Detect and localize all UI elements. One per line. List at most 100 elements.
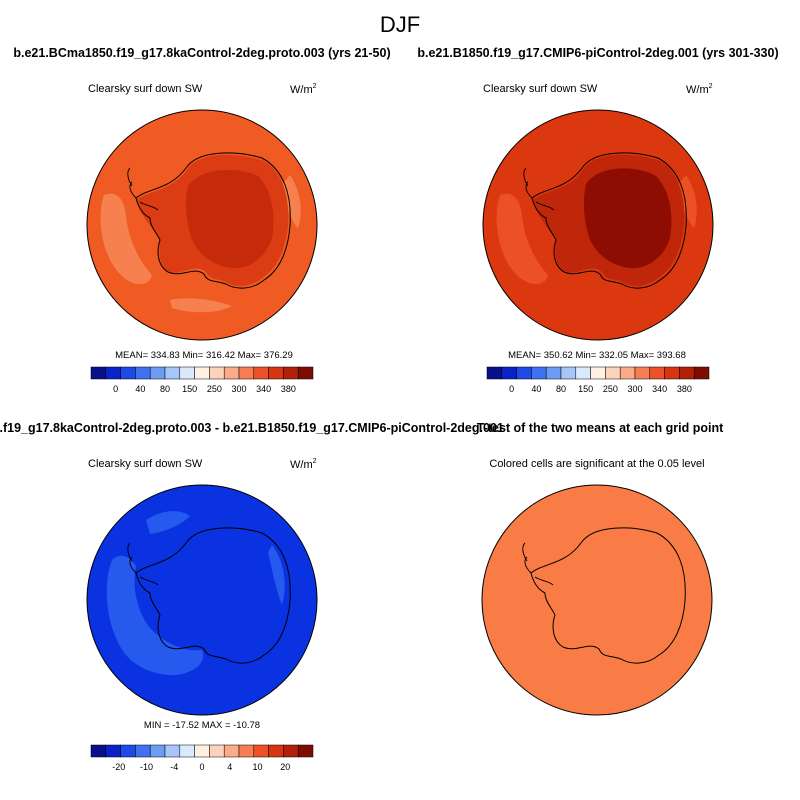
panel-3-variable-label: Clearsky surf down SW [88,458,203,470]
panel-4-antarctica-coastline [530,527,686,664]
colorbar-tick-label: 0 [509,384,514,394]
panel-2-antarctica-interior-field [583,168,672,269]
panel-1-map [86,109,318,341]
panel-3-stats: MIN = -17.52 MAX = -10.78 [144,720,260,731]
colorbar-box [649,366,665,380]
colorbar-tick-label: 20 [280,762,290,772]
colorbar-tick-label: 300 [231,384,246,394]
colorbar-tick-label: 250 [207,384,222,394]
colorbar-box [297,366,314,380]
colorbar-box [209,744,225,758]
panel-3-map-border [86,484,318,716]
colorbar-tick-label: -10 [140,762,153,772]
colorbar-box [179,744,195,758]
colorbar-box [90,744,107,758]
colorbar-box [135,744,151,758]
colorbar-tick-label: 340 [652,384,667,394]
panel-1-units-sup: 2 [313,83,317,90]
colorbar-box [283,366,299,380]
colorbar-box [90,366,107,380]
colorbar-tick-label: 340 [256,384,271,394]
panel-4-title: T-test of the two means at each grid poi… [477,421,724,435]
colorbar-box [105,744,121,758]
panel-1-light-band-north [170,298,232,313]
panel-3-units: W/m2 [290,458,317,471]
colorbar-box [149,366,166,380]
colorbar-tick-label: 80 [160,384,170,394]
colorbar-tick-label: 40 [531,384,541,394]
panel-1: b.e21.BCma1850.f19_g17.8kaControl-2deg.p… [13,46,390,394]
colorbar-box [634,366,651,380]
panel-2-title: b.e21.B1850.f19_g17.CMIP6-piControl-2deg… [417,46,778,60]
panel-3-units-text: W/m [290,459,313,471]
panel-3: b.e21.BCma1850.f19_g17.8kaControl-2deg.p… [0,421,504,772]
panel-4-peninsula-coastline [522,542,554,586]
colorbar-tick-label: -4 [170,762,178,772]
colorbar-box [209,366,225,380]
panel-4-significance-field [482,485,712,715]
panel-1-peninsula-coastline [127,167,159,211]
colorbar-box [268,744,284,758]
colorbar-box [693,366,710,380]
panel-1-light-band-west [100,193,152,285]
panel-2-antarctica-coastline [531,152,687,289]
colorbar-box [516,366,532,380]
panel-2-stats: MEAN= 350.62 Min= 332.05 Max= 393.68 [508,350,686,361]
panel-3-antarctica-coastline [135,527,291,664]
colorbar-box [590,366,606,380]
panel-1-antarctica-coastline [135,152,291,289]
panel-1-stats: MEAN= 334.83 Min= 316.42 Max= 376.29 [115,350,293,361]
figure-title: DJF [380,12,420,37]
colorbar-box [679,366,695,380]
colorbar-box [149,744,166,758]
colorbar-box [253,366,269,380]
panel-3-title: b.e21.BCma1850.f19_g17.8kaControl-2deg.p… [0,421,504,435]
panel-2-colorbar: 0 40 80 150 250 300 340 380 [486,366,710,394]
colorbar-box [297,744,314,758]
panel-2: b.e21.B1850.f19_g17.CMIP6-piControl-2deg… [417,46,778,394]
panel-1-colorbar: 0 40 80 150 250 300 340 380 [90,366,314,394]
colorbar-box [531,366,547,380]
panel-3-units-sup: 2 [313,458,317,465]
panel-4-map [481,484,713,716]
panel-2-peninsula-coastline [523,167,555,211]
panel-2-variable-label: Clearsky surf down SW [483,83,598,95]
panel-1-variable-label: Clearsky surf down SW [88,83,203,95]
colorbar-tick-label: 80 [556,384,566,394]
panel-3-map [86,484,318,716]
colorbar-box [223,744,240,758]
colorbar-box [486,366,503,380]
colorbar-box [164,744,181,758]
colorbar-box [194,744,210,758]
panel-2-light-band-west [496,193,548,285]
colorbar-box [619,366,636,380]
colorbar-tick-label: 300 [627,384,642,394]
panel-2-units: W/m2 [686,83,713,96]
colorbar-box [253,744,269,758]
colorbar-box [560,366,577,380]
panel-2-map-border [482,109,714,341]
panel-1-title: b.e21.BCma1850.f19_g17.8kaControl-2deg.p… [13,46,390,60]
panel-3-peninsula-coastline [127,542,159,586]
colorbar-tick-label: 380 [677,384,692,394]
panel-1-units-text: W/m [290,84,313,96]
colorbar-box [664,366,680,380]
panel-4-variable-label: Colored cells are significant at the 0.0… [489,458,704,470]
colorbar-tick-label: -20 [112,762,125,772]
colorbar-box [105,366,121,380]
panel-3-colorbar: -20 -10 -4 0 4 10 20 [90,744,314,772]
colorbar-box [283,744,299,758]
panel-2-map [482,109,714,341]
panel-4-map-border [481,484,713,716]
colorbar-box [135,366,151,380]
colorbar-tick-label: 150 [578,384,593,394]
colorbar-tick-label: 150 [182,384,197,394]
panel-3-light-band-east [268,545,285,605]
colorbar-box [223,366,240,380]
panel-3-light-band-west [106,555,204,676]
colorbar-box [605,366,621,380]
colorbar-box [545,366,562,380]
colorbar-box [194,366,210,380]
colorbar-tick-label: 380 [281,384,296,394]
